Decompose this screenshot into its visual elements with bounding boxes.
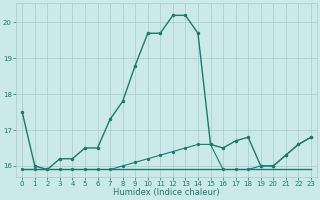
X-axis label: Humidex (Indice chaleur): Humidex (Indice chaleur) — [113, 188, 220, 197]
